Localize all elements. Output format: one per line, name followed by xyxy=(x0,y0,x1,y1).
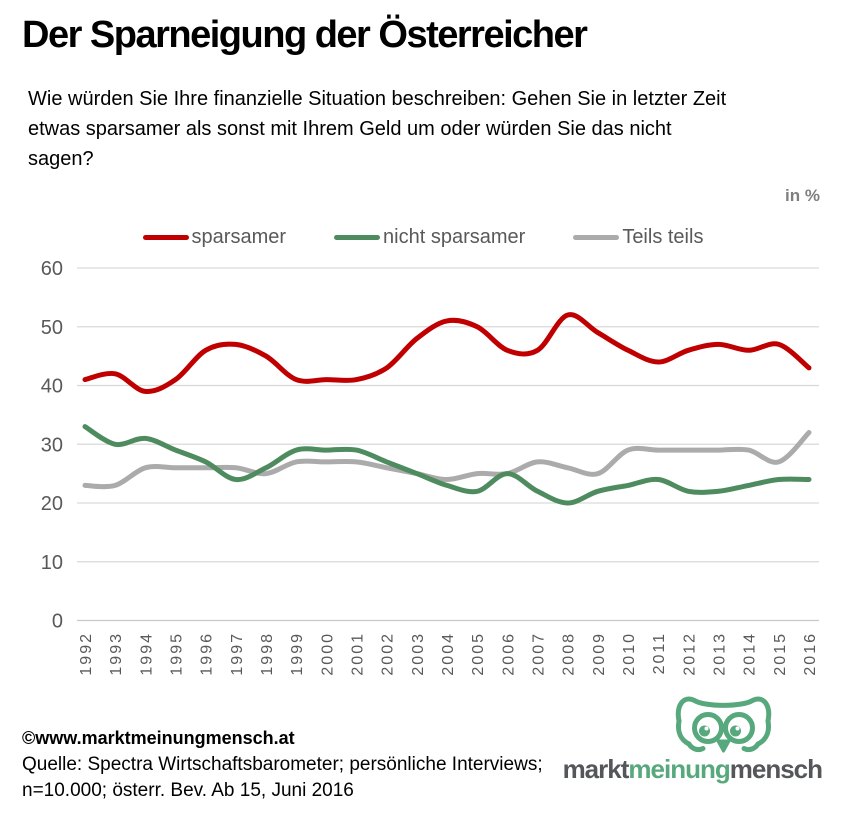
x-axis-label: 2011 xyxy=(651,632,668,674)
x-axis-label: 2002 xyxy=(380,632,397,676)
series-line-teils-teils xyxy=(82,430,812,490)
x-axis-label: 2016 xyxy=(802,632,819,676)
x-axis-label: 1999 xyxy=(289,632,306,676)
x-axis-label: 1996 xyxy=(199,632,216,676)
legend-line-swatch-green xyxy=(334,235,381,240)
owl-icon xyxy=(675,696,772,753)
x-axis-label: 2007 xyxy=(531,632,548,676)
legend-label-nicht-sparsamer: nicht sparsamer xyxy=(383,226,526,248)
page-title: Der Sparneigung der Österreicher xyxy=(22,14,588,56)
legend-item-teils-teils: Teils teils xyxy=(573,226,703,249)
series-line-sparsamer xyxy=(82,312,812,394)
y-axis-label: 10 xyxy=(41,552,63,574)
y-axis-label: 50 xyxy=(41,317,63,339)
x-axis-label: 2000 xyxy=(319,632,336,676)
x-axis-label: 1997 xyxy=(229,632,246,676)
x-axis-label: 2003 xyxy=(410,632,427,676)
survey-question: Wie würden Sie Ihre finanzielle Situatio… xyxy=(28,88,727,170)
legend-line-swatch-red xyxy=(142,235,189,240)
source-line-1: Quelle: Spectra Wirtschaftsbarometer; pe… xyxy=(22,754,543,775)
y-axis-label: 60 xyxy=(41,258,63,280)
legend-item-sparsamer: sparsamer xyxy=(142,226,287,249)
unit-label: in % xyxy=(785,186,820,205)
x-axis-label: 2012 xyxy=(681,632,698,676)
y-axis-label: 30 xyxy=(41,434,63,456)
copyright-line: ©www.marktmeinungmensch.at xyxy=(22,728,295,748)
chart-legend: sparsamer nicht sparsamer Teils teils xyxy=(0,226,846,249)
x-axis-label: 1994 xyxy=(138,632,155,676)
x-axis-label: 2010 xyxy=(621,632,638,676)
legend-label-sparsamer: sparsamer xyxy=(191,226,287,248)
legend-label-teils-teils: Teils teils xyxy=(622,226,704,248)
x-axis-label: 2009 xyxy=(591,632,608,676)
marktmeinungmensch-logo: markt meinung mensch xyxy=(560,688,823,784)
series-line-nicht-sparsamer xyxy=(82,424,812,506)
x-axis-label: 1998 xyxy=(259,632,276,676)
x-axis-label: 1993 xyxy=(108,632,125,676)
x-axis-label: 2013 xyxy=(712,632,729,676)
x-axis-label: 2015 xyxy=(772,632,789,676)
x-axis-label: 2006 xyxy=(500,632,517,676)
source-line-2: n=10.000; österr. Bev. Ab 15, Juni 2016 xyxy=(22,780,354,801)
logo-wordmark: markt meinung mensch xyxy=(562,754,823,784)
x-axis-label: 2005 xyxy=(470,632,487,676)
y-axis-label: 0 xyxy=(52,611,63,633)
x-axis-label: 1995 xyxy=(169,632,186,676)
y-axis-label: 40 xyxy=(41,376,63,398)
x-axis-label: 2004 xyxy=(440,632,457,676)
x-axis-label: 2014 xyxy=(742,632,759,676)
logo-word-mensch: mensch xyxy=(729,754,823,784)
x-axis-label: 2008 xyxy=(561,632,578,676)
x-axis-label: 2001 xyxy=(350,632,367,676)
y-axis-label: 20 xyxy=(41,493,63,515)
legend-item-nicht-sparsamer: nicht sparsamer xyxy=(334,226,525,249)
logo-word-meinung: meinung xyxy=(628,754,730,784)
logo-word-markt: markt xyxy=(562,754,630,784)
legend-line-swatch-gray xyxy=(573,235,620,240)
x-axis-label: 1992 xyxy=(78,632,95,676)
